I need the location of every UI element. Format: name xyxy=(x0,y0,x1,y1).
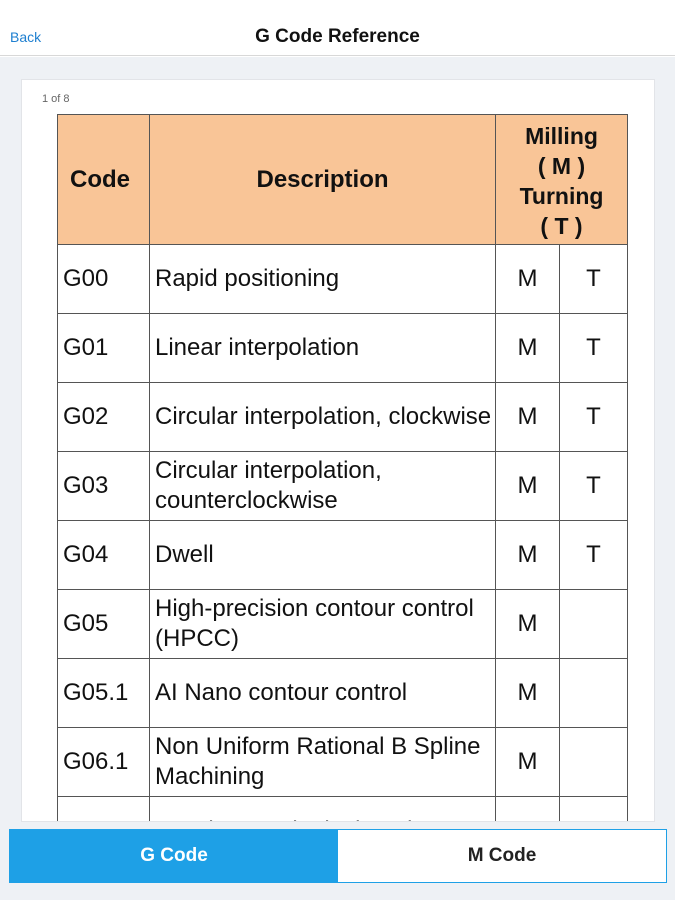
cell-milling: M xyxy=(495,658,560,728)
header-turning: Turning xyxy=(519,182,604,209)
cell-code: G06.1 xyxy=(57,727,150,797)
cell-turning xyxy=(558,727,629,797)
table-row: G07 Imaginary axis designation M xyxy=(57,796,629,821)
table-header-row: Code Description Milling ( M ) Turning (… xyxy=(57,114,629,245)
table-row: G00 Rapid positioning M T xyxy=(57,244,629,314)
cell-description: Linear interpolation xyxy=(149,313,496,383)
cell-description: Circular interpolation, counterclockwise xyxy=(149,451,496,521)
table-row: G01 Linear interpolation M T xyxy=(57,313,629,383)
cell-turning: T xyxy=(558,382,629,452)
cell-turning xyxy=(558,796,629,821)
cell-description: Imaginary axis designation xyxy=(149,796,496,821)
cell-description: Dwell xyxy=(149,520,496,590)
header-description: Description xyxy=(149,114,496,245)
cell-description: Rapid positioning xyxy=(149,244,496,314)
header-milling-turning: Milling ( M ) Turning ( T ) xyxy=(494,114,629,245)
header-milling-abbrev: ( M ) xyxy=(537,152,586,179)
page-indicator: 1 of 8 xyxy=(42,93,70,105)
cell-code: G05.1 xyxy=(57,658,150,728)
cell-turning xyxy=(558,589,629,659)
table-row: G05.1 AI Nano contour control M xyxy=(57,658,629,728)
navigation-bar: Back G Code Reference xyxy=(0,0,675,56)
table-row: G03 Circular interpolation, counterclock… xyxy=(57,451,629,521)
header-code: Code xyxy=(57,114,150,245)
cell-code: G02 xyxy=(57,382,150,452)
cell-milling: M xyxy=(495,520,560,590)
table-row: G05 High-precision contour control (HPCC… xyxy=(57,589,629,659)
cell-description: High-precision contour control (HPCC) xyxy=(149,589,496,659)
cell-turning: T xyxy=(558,313,629,383)
cell-milling: M xyxy=(495,382,560,452)
cell-milling: M xyxy=(495,451,560,521)
cell-description: AI Nano contour control xyxy=(149,658,496,728)
tab-g-code[interactable]: G Code xyxy=(10,830,338,882)
table-row: G04 Dwell M T xyxy=(57,520,629,590)
cell-code: G07 xyxy=(57,796,150,821)
cell-turning xyxy=(558,658,629,728)
cell-turning: T xyxy=(558,520,629,590)
cell-milling: M xyxy=(495,244,560,314)
cell-turning: T xyxy=(558,451,629,521)
table-row: G06.1 Non Uniform Rational B Spline Mach… xyxy=(57,727,629,797)
document-card[interactable]: 1 of 8 Code Description Milling ( M ) Tu… xyxy=(21,79,655,822)
header-turning-abbrev: ( T ) xyxy=(540,212,583,239)
code-type-segmented-control: G Code M Code xyxy=(9,829,667,883)
cell-code: G03 xyxy=(57,451,150,521)
cell-milling: M xyxy=(495,727,560,797)
cell-milling: M xyxy=(495,796,560,821)
cell-milling: M xyxy=(495,313,560,383)
cell-turning: T xyxy=(558,244,629,314)
cell-description: Non Uniform Rational B Spline Machining xyxy=(149,727,496,797)
cell-code: G04 xyxy=(57,520,150,590)
cell-milling: M xyxy=(495,589,560,659)
tab-m-code[interactable]: M Code xyxy=(338,830,666,882)
cell-code: G01 xyxy=(57,313,150,383)
back-button[interactable]: Back xyxy=(10,29,42,45)
table-row: G02 Circular interpolation, clockwise M … xyxy=(57,382,629,452)
cell-description: Circular interpolation, clockwise xyxy=(149,382,496,452)
page-title: G Code Reference xyxy=(255,26,420,47)
cell-code: G00 xyxy=(57,244,150,314)
g-code-table: Code Description Milling ( M ) Turning (… xyxy=(57,114,629,821)
cell-code: G05 xyxy=(57,589,150,659)
header-milling: Milling xyxy=(525,122,598,149)
